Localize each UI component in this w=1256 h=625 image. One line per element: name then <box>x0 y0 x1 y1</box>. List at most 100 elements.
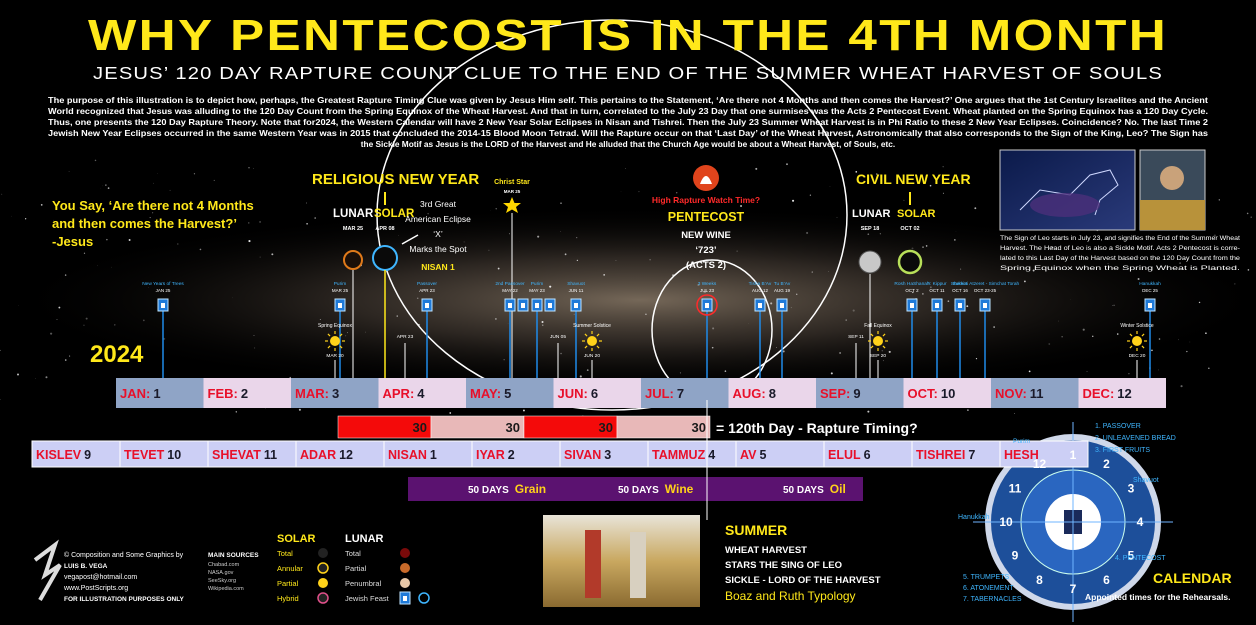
star <box>17 373 19 375</box>
star <box>810 195 811 196</box>
star <box>449 412 451 414</box>
event-name: Shavuot <box>567 281 585 287</box>
star <box>831 372 833 374</box>
event-date: MAY 22 <box>502 288 518 293</box>
star <box>200 249 202 251</box>
solar-eclipse <box>899 251 921 273</box>
star <box>290 377 291 378</box>
leo-caption: lated to this Last Day of the Harvest ba… <box>1000 255 1241 262</box>
wheel-number: 7 <box>1070 582 1077 596</box>
calendar-caption: Appointed times for the Rehearsals. <box>1085 592 1230 602</box>
star <box>35 378 36 379</box>
feast-label: 2. UNLEAVENED BREAD <box>1095 435 1176 442</box>
hebrew-name: TISHREI <box>916 448 965 462</box>
pentecost-line: NEW WINE <box>681 230 731 241</box>
star <box>1159 338 1161 340</box>
count-value: 30 <box>413 420 427 435</box>
feast-icon-mark <box>338 303 342 308</box>
star <box>509 233 510 234</box>
pentecost-line: (ACTS 2) <box>686 260 726 271</box>
boaz-ruth-image <box>543 515 700 607</box>
month-name: NOV: <box>995 386 1027 401</box>
quote-line: You Say, ‘Are there not 4 Months <box>52 198 254 213</box>
month-number: 5 <box>504 386 511 401</box>
pentecost-title: PENTECOST <box>668 210 745 224</box>
wheel-number: 10 <box>999 515 1013 529</box>
month-name: SEP: <box>820 386 850 401</box>
star <box>1029 371 1031 373</box>
feast-icon-mark <box>508 303 512 308</box>
credit-line: www.PostScripts.org <box>63 585 128 592</box>
star <box>170 190 171 191</box>
star <box>129 239 131 241</box>
summer-line: STARS THE SING OF LEO <box>725 560 842 571</box>
star <box>1138 278 1140 280</box>
star <box>839 352 841 354</box>
intro-line: Jewish New Year Eclipses occurred in the… <box>48 128 1208 138</box>
star <box>783 350 785 352</box>
star <box>523 410 525 412</box>
month-number: 3 <box>332 386 339 401</box>
event-name: Shemini Atzeret - Simchat Torah <box>951 281 1020 287</box>
month-label: NOV:11 <box>995 386 1044 401</box>
feast-label: Hanukkah <box>958 514 990 521</box>
eclipse-date: SEP 18 <box>861 226 880 232</box>
star <box>101 188 102 189</box>
wheel-number: 1 <box>1070 448 1077 462</box>
star <box>1248 269 1250 271</box>
feast-label: 3. FIRST FRUITS <box>1095 447 1150 454</box>
star <box>314 217 316 219</box>
star <box>542 321 544 323</box>
star <box>108 187 110 189</box>
summer-line: SICKLE - LORD OF THE HARVEST <box>725 575 881 586</box>
eclipse-note: Marks the Spot <box>409 244 467 254</box>
legend-title: SOLAR <box>277 533 316 545</box>
figure-head <box>1160 166 1184 190</box>
eclipse-date: OCT 02 <box>900 226 919 232</box>
hebrew-number: 2 <box>508 448 515 462</box>
year: 2024 <box>90 341 144 368</box>
subtitle: JESUS’ 120 DAY RAPTURE COUNT CLUE TO THE… <box>93 63 1163 83</box>
event-name: Tisha B’Av <box>749 281 772 287</box>
feast-icon-mark <box>521 303 525 308</box>
star <box>1250 216 1252 218</box>
star <box>786 163 788 165</box>
feast-icon-mark <box>1148 303 1152 308</box>
nisan-label: NISAN 1 <box>421 262 455 272</box>
leo-caption: The Sign of Leo starts in July 23, and s… <box>1000 235 1240 242</box>
event-date: OCT 11 <box>929 288 945 293</box>
star <box>1058 321 1059 322</box>
month-name: JUL: <box>645 386 674 401</box>
star <box>680 372 681 373</box>
month-label: FEB:2 <box>208 386 249 401</box>
feast-icon-mark <box>758 303 762 308</box>
feast-label: 5. TRUMPETS <box>963 574 1009 581</box>
harvest-days: 50 DAYS <box>783 485 824 496</box>
wheel-number: 8 <box>1036 573 1043 587</box>
feast-icon-mark <box>161 303 165 308</box>
count-value: 30 <box>599 420 613 435</box>
hebrew-label: SIVAN3 <box>564 448 611 462</box>
feast-label: 4. PENTECOST <box>1115 555 1166 562</box>
star <box>347 332 348 333</box>
star <box>645 313 647 315</box>
month-name: DEC: <box>1083 386 1115 401</box>
star <box>306 223 308 225</box>
harvest-crop: Oil <box>830 482 846 496</box>
star <box>867 411 869 413</box>
star <box>194 173 195 174</box>
month-label: MAY:5 <box>470 386 511 401</box>
star <box>248 240 250 242</box>
event-date: OCT 2 <box>905 288 919 293</box>
date-marker: SEP 11 <box>848 334 864 340</box>
star <box>106 239 108 241</box>
count-label: = 120th Day - Rapture Timing? <box>716 420 918 436</box>
source-item: SeeSky.org <box>208 578 236 584</box>
star <box>236 411 237 412</box>
hebrew-number: 7 <box>968 448 975 462</box>
star <box>1128 373 1129 374</box>
star <box>912 247 914 249</box>
hebrew-name: NISAN <box>388 448 427 462</box>
